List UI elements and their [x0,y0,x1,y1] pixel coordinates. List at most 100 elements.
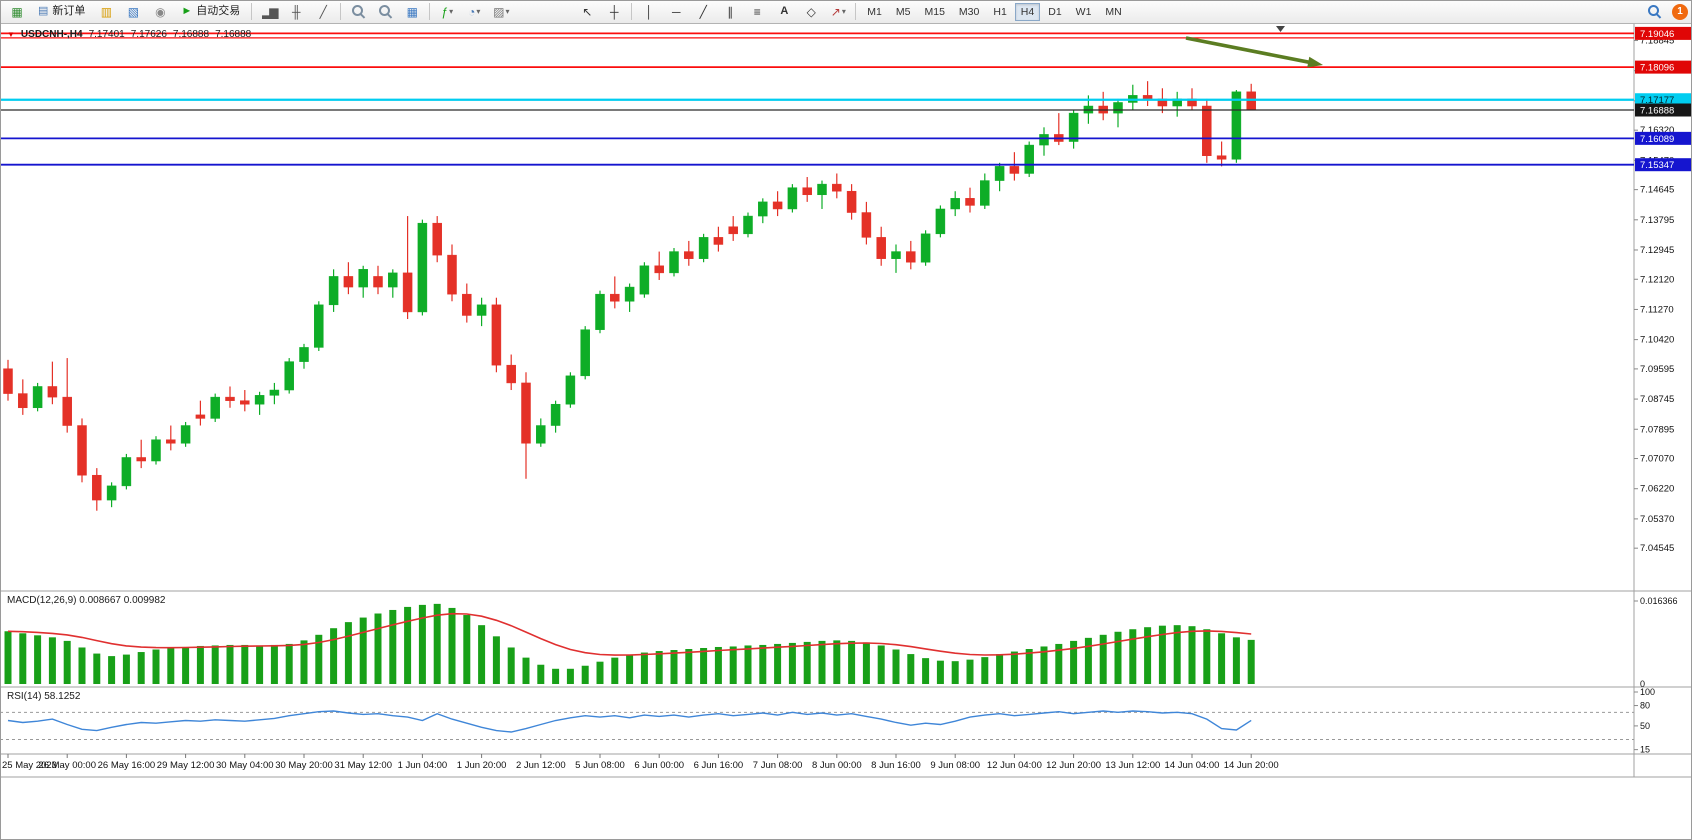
macd-histogram-bar [374,613,382,684]
macd-histogram-bar [196,645,204,684]
price-badge [1635,26,1691,40]
candle [669,251,679,274]
rsi-panel: 100 80 50 15 [0,687,1655,755]
chevron-down-icon: ▾ [841,6,846,16]
timeframe-button-m30[interactable]: M30 [953,3,985,21]
text-icon[interactable]: A [780,5,789,17]
bar-chart-icon[interactable]: ▂▆ [262,4,278,19]
macd-histogram-bar [581,665,589,684]
macd-histogram-bar [922,658,930,684]
chevron-down-icon: ▾ [476,6,481,16]
channel-icon[interactable]: ∥ [727,4,734,19]
timeframe-button-m15[interactable]: M15 [918,3,950,21]
candle [817,183,827,196]
candle [506,364,516,384]
candle [195,414,206,419]
macd-histogram-bar [537,664,545,684]
timeframe-button-w1[interactable]: W1 [1070,3,1098,21]
arrows-icon[interactable]: ↗ ▾ [830,4,846,19]
candle [62,396,72,426]
candle [1231,91,1242,160]
indicators-icon[interactable]: ƒ ▾ [441,4,454,19]
macd-histogram-bar [1203,629,1211,684]
time-axis-label: 14 Jun 20:00 [1224,760,1279,771]
candle [106,485,117,501]
time-axis-label: 8 Jun 00:00 [812,760,862,771]
price-axis-label: 7.10420 [1640,335,1674,346]
candle [447,254,457,295]
price-axis-label: 7.18845 [1640,36,1674,47]
low-value: 7.16888 [172,29,210,40]
candle [18,393,28,409]
macd-histogram-bar [626,654,634,684]
candlestick-chart-icon[interactable]: ╫ [292,4,301,19]
macd-histogram-bar [34,635,42,684]
candle [965,198,975,206]
macd-histogram-bar [63,640,71,684]
macd-histogram-bar [596,661,604,684]
time-axis-label: 26 May 16:00 [98,760,156,771]
price-badge-text: 7.17177 [1640,95,1674,106]
candle [284,361,294,391]
timeframe-button-m5[interactable]: M5 [890,3,917,21]
macd-histogram-bar [729,646,737,684]
horizontal-line-icon[interactable]: ─ [672,4,681,19]
label-icon[interactable]: ◇ [806,4,816,19]
annotation-arrow[interactable] [1185,36,1323,68]
navigator-icon[interactable]: ▧ [127,4,140,19]
market-watch-icon[interactable]: ▥ [100,4,113,19]
notification-badge[interactable]: 1 [1672,3,1688,20]
search-icon[interactable] [1641,1,1667,23]
trendline-icon[interactable]: ╱ [699,4,707,19]
candle [1202,105,1212,156]
auto-trading-button[interactable]: ► 自动交易 [174,2,247,22]
templates-icon[interactable]: ▨ ▾ [493,4,510,19]
price-axis-label: 7.12945 [1640,245,1674,256]
macd-histogram-bar [1099,634,1107,684]
cursor-icon[interactable]: ↖ [582,4,593,19]
time-axis-label: 5 Jun 08:00 [575,760,625,771]
horizontal-lines[interactable] [0,32,1634,166]
macd-histogram-bar [78,647,86,684]
candle [269,389,280,396]
time-axis-label: 29 May 12:00 [157,760,215,771]
price-down-icon: ▼ [7,29,15,39]
candle [1039,134,1049,146]
timeframe-button-m1[interactable]: M1 [861,3,888,21]
candle [950,198,960,210]
timeframe-button-mn[interactable]: MN [1099,3,1127,21]
macd-histogram-bar [1218,633,1226,684]
periods-icon[interactable]: ◔ ▾ [468,4,481,19]
timeframe-button-h4[interactable]: H4 [1014,2,1041,21]
macd-histogram-bar [1232,637,1240,684]
zoom-in-icon[interactable] [345,1,371,23]
candle [994,166,1005,181]
line-chart-icon[interactable]: ╱ [319,4,327,19]
time-axis-label: 26 May 00:00 [38,760,96,771]
timeframe-button-d1[interactable]: D1 [1042,3,1067,21]
crosshair-icon[interactable]: ┼ [610,4,619,19]
candle [166,439,176,444]
new-chart-icon[interactable]: ▦ [11,4,23,19]
timeframe-button-h1[interactable]: H1 [987,3,1012,21]
macd-histogram-bar [167,647,175,684]
candle [402,272,413,313]
macd-histogram-bar [330,628,338,684]
new-order-button[interactable]: ▤ 新订单 [31,2,92,22]
candle [521,382,531,444]
terminal-icon[interactable]: ◉ [155,4,166,19]
candle [861,212,872,238]
macd-histogram-bar [1010,651,1018,684]
rsi-scale-label: 80 [1640,701,1650,711]
tile-windows-icon[interactable]: ▦ [406,4,418,19]
fibonacci-icon[interactable]: ≡ [753,4,761,19]
panel-separators [0,24,1692,778]
toolbar-separator [855,3,857,20]
toolbar-separator [631,3,633,20]
vertical-line-icon[interactable]: │ [645,4,654,19]
candle [1009,166,1020,174]
time-axis-label: 30 May 20:00 [275,760,333,771]
zoom-out-icon[interactable] [372,1,398,23]
